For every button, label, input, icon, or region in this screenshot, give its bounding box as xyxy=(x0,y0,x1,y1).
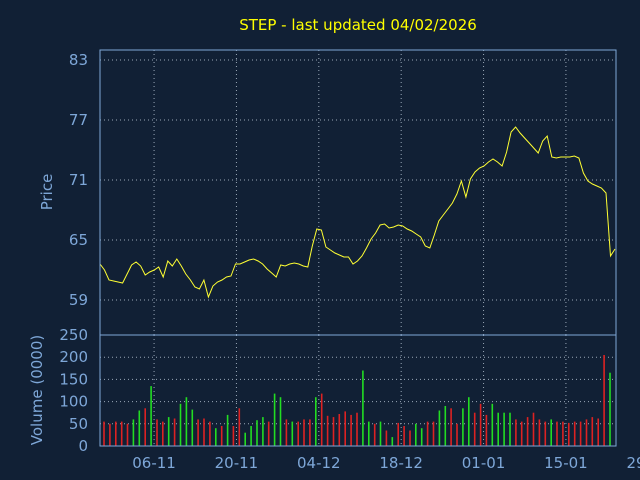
price-y-ticks: 83 77 71 65 59 xyxy=(69,51,88,309)
price-tick-label: 83 xyxy=(69,51,88,69)
price-plot-frame xyxy=(99,49,617,336)
volume-tick-label: 250 xyxy=(59,326,88,344)
date-tick-label: 04-12 xyxy=(297,454,341,472)
chart-title: STEP - last updated 04/02/2026 xyxy=(239,16,477,34)
date-x-ticks: 06-11 20-11 04-12 18-12 01-01 15-01 29-01 xyxy=(132,454,640,472)
price-tick-label: 65 xyxy=(69,231,88,249)
price-tick-label: 71 xyxy=(69,171,88,189)
price-gridlines xyxy=(100,50,616,335)
price-tick-label: 59 xyxy=(69,291,88,309)
volume-y-ticks: 250 200 150 100 50 0 xyxy=(59,326,88,455)
volume-tick-label: 100 xyxy=(59,393,88,411)
volume-axis-label: Volume (0000) xyxy=(28,335,46,445)
volume-tick-label: 200 xyxy=(59,348,88,366)
volume-gridlines xyxy=(100,335,616,446)
date-tick-label: 01-01 xyxy=(462,454,506,472)
date-tick-label: 06-11 xyxy=(132,454,176,472)
date-tick-label: 29-01 xyxy=(627,454,640,472)
date-tick-label: 15-01 xyxy=(544,454,588,472)
date-tick-label: 20-11 xyxy=(215,454,259,472)
price-series-line xyxy=(99,126,616,299)
price-tick-label: 77 xyxy=(69,111,88,129)
volume-tick-label: 150 xyxy=(59,370,88,388)
price-axis-label: Price xyxy=(38,174,56,211)
volume-tick-label: 50 xyxy=(69,415,88,433)
date-tick-label: 18-12 xyxy=(379,454,423,472)
volume-tick-label: 0 xyxy=(78,437,88,455)
volume-bars xyxy=(103,355,611,446)
volume-plot-frame xyxy=(99,334,617,447)
